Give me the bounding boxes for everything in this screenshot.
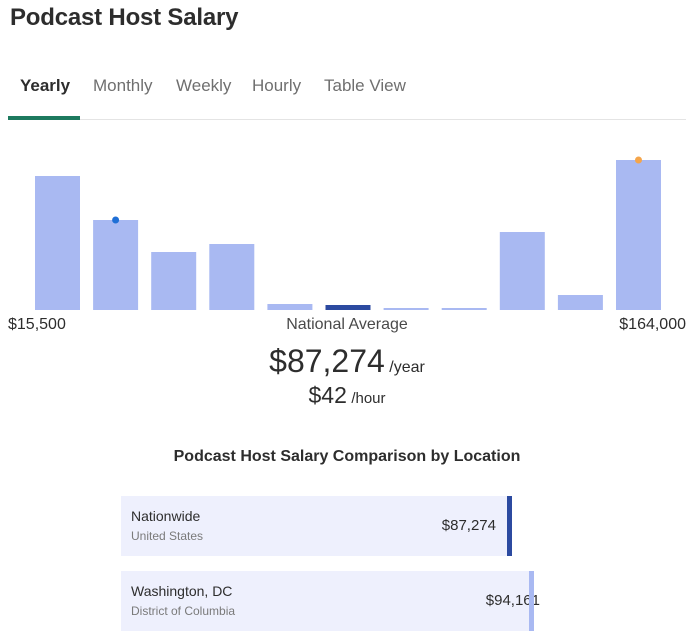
yearly-amount: $87,274 bbox=[269, 343, 385, 379]
histogram-bar-6[interactable] bbox=[325, 305, 371, 310]
yearly-unit: /year bbox=[389, 359, 425, 376]
salary-period-tabs: Yearly Monthly Weekly Hourly Table View bbox=[8, 62, 686, 120]
tab-table-view[interactable]: Table View bbox=[324, 76, 406, 95]
salary-distribution-svg bbox=[35, 156, 661, 310]
histogram-bar-8[interactable] bbox=[441, 308, 487, 310]
histogram-bar-4[interactable] bbox=[209, 244, 255, 310]
bar-marker-dot-2 bbox=[635, 156, 642, 164]
tab-hourly[interactable]: Hourly bbox=[252, 76, 302, 95]
location-salary-bar bbox=[529, 571, 534, 631]
axis-max-label: $164,000 bbox=[619, 316, 686, 333]
location-salary: $94,161 bbox=[485, 592, 540, 609]
active-tab-indicator bbox=[8, 116, 80, 120]
tab-yearly[interactable]: Yearly bbox=[20, 76, 71, 95]
location-row-washington-dc[interactable]: Washington, DC District of Columbia $94,… bbox=[121, 571, 540, 631]
location-row-nationwide[interactable]: Nationwide United States $87,274 bbox=[121, 496, 512, 556]
hourly-amount: $42 bbox=[308, 382, 347, 408]
histogram-bar-1[interactable] bbox=[35, 176, 80, 310]
histogram-bar-5[interactable] bbox=[267, 304, 313, 310]
histogram-bar-10[interactable] bbox=[557, 295, 603, 310]
hourly-salary: $42 /hour bbox=[0, 382, 694, 409]
histogram-bar-9[interactable] bbox=[499, 232, 545, 310]
comparison-title: Podcast Host Salary Comparison by Locati… bbox=[173, 448, 521, 465]
location-salary: $87,274 bbox=[441, 517, 496, 534]
yearly-salary: $87,274 /year bbox=[0, 343, 694, 380]
location-name: Nationwide bbox=[131, 508, 201, 524]
histogram-bar-2[interactable] bbox=[93, 220, 139, 310]
tab-weekly[interactable]: Weekly bbox=[176, 76, 232, 95]
tab-monthly[interactable]: Monthly bbox=[93, 76, 153, 95]
axis-center-label: National Average bbox=[286, 316, 408, 333]
location-subtitle: United States bbox=[131, 529, 204, 543]
page-title: Podcast Host Salary bbox=[10, 4, 239, 31]
histogram-bar-11[interactable] bbox=[616, 160, 661, 310]
location-name: Washington, DC bbox=[131, 583, 233, 599]
bar-marker-dot-1 bbox=[112, 216, 120, 224]
histogram-bar-3[interactable] bbox=[151, 252, 197, 310]
axis-min-label: $15,500 bbox=[8, 316, 66, 333]
location-subtitle: District of Columbia bbox=[131, 604, 236, 618]
histogram-bar-7[interactable] bbox=[383, 308, 429, 310]
location-salary-bar bbox=[507, 496, 512, 556]
salary-distribution-chart bbox=[0, 130, 694, 315]
hourly-unit: /hour bbox=[351, 390, 386, 407]
